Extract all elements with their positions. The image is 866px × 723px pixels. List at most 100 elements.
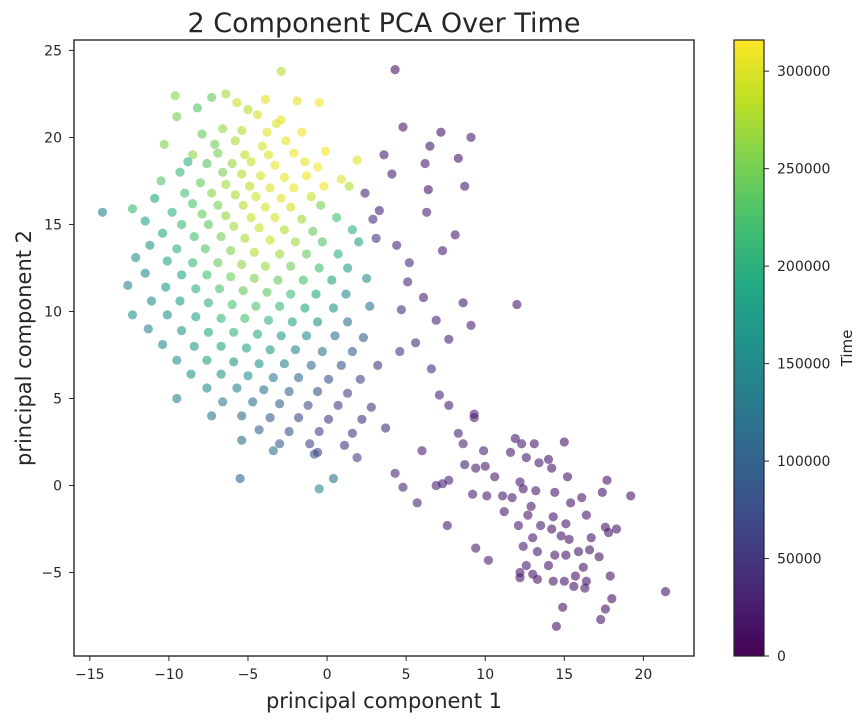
scatter-point (390, 65, 400, 75)
scatter-point (471, 543, 481, 553)
scatter-point (499, 507, 509, 517)
scatter-point (316, 200, 326, 210)
scatter-point (528, 533, 538, 543)
scatter-point (354, 237, 364, 247)
scatter-point (127, 204, 138, 214)
scatter-point (371, 233, 381, 243)
scatter-point (317, 237, 327, 247)
scatter-point (191, 284, 201, 294)
y-tick-label: −5 (41, 565, 62, 581)
scatter-point (203, 298, 213, 308)
scatter-point (469, 413, 479, 423)
x-tick-label: 10 (476, 667, 494, 683)
scatter-point (150, 193, 160, 203)
scatter-point (188, 258, 198, 268)
scatter-point (279, 172, 289, 183)
scatter-point (249, 247, 259, 257)
scatter-point (374, 205, 384, 216)
scatter-point (172, 112, 182, 122)
scatter-point (536, 520, 546, 531)
scatter-point (275, 439, 285, 449)
scatter-point (145, 240, 155, 250)
scatter-point (262, 287, 272, 297)
scatter-point (260, 94, 270, 104)
scatter-point (577, 493, 587, 503)
scatter-point (268, 446, 278, 456)
scatter-point (547, 463, 557, 473)
scatter-point (442, 520, 452, 531)
colorbar-tick-label: 300000 (777, 64, 830, 80)
scatter-point (317, 346, 327, 357)
scatter-point (548, 512, 558, 522)
scatter-point (578, 562, 588, 572)
scatter-point (566, 498, 576, 508)
scatter-point (170, 91, 180, 101)
plot-frame (73, 39, 695, 657)
scatter-point (518, 484, 528, 494)
scatter-point (324, 374, 334, 384)
scatter-point (466, 320, 476, 330)
scatter-point (263, 315, 274, 325)
scatter-point (202, 158, 212, 169)
scatter-point (313, 447, 323, 457)
scatter-point (275, 249, 285, 259)
scatter-point (265, 235, 275, 245)
scatter-point (297, 214, 307, 224)
scatter-point (279, 359, 289, 369)
scatter-point (221, 211, 231, 221)
scatter-point (240, 150, 250, 160)
scatter-point (202, 355, 212, 365)
scatter-point (339, 440, 350, 450)
scatter-point (548, 576, 558, 586)
scatter-point (423, 185, 433, 195)
scatter-point (259, 385, 269, 395)
scatter-point (543, 454, 554, 464)
scatter-point (559, 437, 569, 447)
scatter-point (210, 139, 220, 149)
scatter-point (161, 282, 171, 292)
scatter-point (249, 273, 259, 283)
y-tick-label: 15 (44, 217, 62, 233)
scatter-point (131, 252, 141, 263)
colorbar-tick-label: 0 (777, 649, 786, 665)
scatter-point (313, 386, 323, 397)
scatter-point (177, 326, 187, 336)
scatter-point (275, 399, 285, 409)
scatter-point (203, 219, 213, 230)
scatter-point (195, 178, 206, 188)
scatter-point (468, 489, 478, 499)
scatter-point (243, 105, 253, 115)
scatter-point (412, 498, 422, 508)
scatter-point (284, 386, 294, 397)
scatter-point (256, 171, 266, 181)
scatter-point (403, 277, 413, 287)
scatter-point (286, 261, 296, 271)
scatter-point (227, 299, 237, 310)
scatter-point (611, 524, 622, 534)
scatter-point (251, 301, 261, 311)
scatter-point (268, 373, 278, 383)
scatter-point (308, 226, 318, 236)
scatter-point (162, 310, 172, 320)
scatter-point (586, 533, 596, 543)
scatter-point (395, 346, 405, 357)
scatter-point (347, 225, 357, 235)
scatter-point (532, 547, 543, 557)
scatter-point (437, 479, 448, 489)
y-axis-ticks: −5 0 5 10 15 20 25 (41, 43, 74, 581)
scatter-point (564, 534, 574, 545)
x-axis-ticks: −15 −10 −5 0 5 10 15 20 (75, 656, 652, 683)
scatter-point (569, 581, 579, 592)
y-tick-label: 5 (53, 391, 62, 407)
scatter-point (279, 225, 289, 235)
scatter-point (498, 491, 508, 501)
scatter-point (431, 315, 441, 325)
scatter-point (281, 136, 291, 146)
scatter-point (437, 246, 448, 256)
scatter-point (297, 127, 307, 137)
scatter-point (197, 209, 207, 219)
scatter-point (313, 162, 323, 172)
scatter-point (251, 192, 261, 202)
scatter-point (203, 327, 213, 337)
scatter-point (188, 150, 198, 160)
